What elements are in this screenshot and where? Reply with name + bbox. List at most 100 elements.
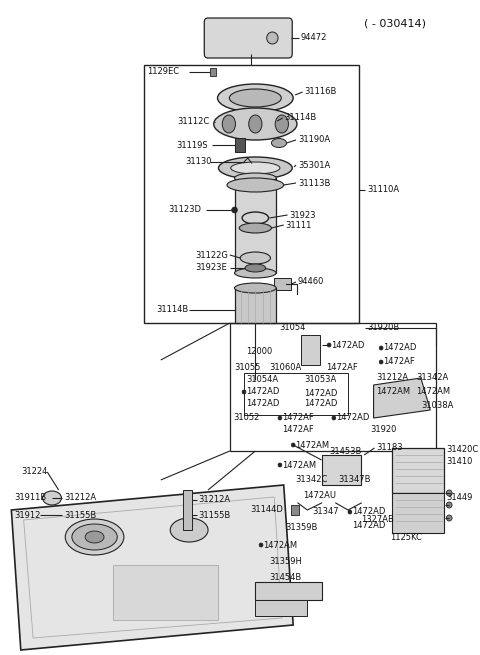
- Bar: [113, 565, 217, 620]
- Text: 12000: 12000: [246, 348, 272, 356]
- Text: 31911B: 31911B: [14, 493, 47, 502]
- Ellipse shape: [379, 346, 383, 350]
- Text: 31923: 31923: [289, 210, 316, 219]
- Ellipse shape: [327, 343, 331, 347]
- Polygon shape: [12, 485, 293, 650]
- Bar: [322, 455, 361, 485]
- Text: 1472AF: 1472AF: [282, 426, 313, 434]
- Text: 31347: 31347: [312, 508, 339, 517]
- Text: 1472AF: 1472AF: [383, 358, 415, 367]
- Ellipse shape: [240, 252, 270, 264]
- Text: 31114B: 31114B: [156, 305, 188, 314]
- Text: 1472AU: 1472AU: [302, 491, 336, 500]
- Text: 31055: 31055: [235, 364, 261, 373]
- Bar: [236, 138, 245, 152]
- Text: 1472AD: 1472AD: [336, 413, 369, 422]
- Text: 1125KC: 1125KC: [390, 534, 421, 542]
- Bar: [144, 65, 360, 323]
- Ellipse shape: [379, 360, 383, 364]
- Text: 31111: 31111: [286, 221, 312, 229]
- Bar: [182, 490, 192, 530]
- Text: 31449: 31449: [446, 493, 473, 502]
- Ellipse shape: [222, 115, 236, 133]
- Text: 1472AD: 1472AD: [352, 521, 385, 529]
- Bar: [301, 335, 320, 365]
- Text: 31410: 31410: [446, 457, 473, 466]
- Ellipse shape: [446, 502, 452, 508]
- Text: 1472AD: 1472AD: [383, 343, 416, 352]
- Text: 1472AM: 1472AM: [282, 460, 316, 470]
- Text: 94472: 94472: [301, 33, 327, 43]
- Ellipse shape: [227, 178, 284, 192]
- Text: ( - 030414): ( - 030414): [363, 18, 426, 28]
- Ellipse shape: [85, 531, 104, 543]
- Text: 1472AM: 1472AM: [416, 388, 450, 396]
- Ellipse shape: [259, 543, 263, 547]
- Text: 31923E: 31923E: [196, 263, 228, 272]
- Bar: [210, 68, 216, 76]
- Ellipse shape: [170, 518, 208, 542]
- Text: 31038A: 31038A: [421, 400, 453, 409]
- Text: 31359H: 31359H: [270, 557, 302, 567]
- Text: 35301A: 35301A: [298, 160, 330, 170]
- Text: 1472AF: 1472AF: [326, 364, 358, 373]
- Ellipse shape: [217, 84, 293, 112]
- FancyBboxPatch shape: [204, 18, 292, 58]
- Text: 31114B: 31114B: [285, 113, 317, 122]
- Bar: [244, 373, 348, 415]
- Bar: [235, 178, 276, 273]
- Ellipse shape: [278, 463, 282, 467]
- Ellipse shape: [446, 515, 452, 521]
- Bar: [393, 493, 444, 533]
- Text: 31912: 31912: [14, 510, 41, 519]
- Ellipse shape: [242, 390, 246, 394]
- Text: 31112C: 31112C: [177, 117, 209, 126]
- Text: 31116B: 31116B: [304, 88, 337, 96]
- Bar: [393, 448, 444, 493]
- Text: 31212A: 31212A: [64, 493, 96, 502]
- Ellipse shape: [245, 264, 266, 272]
- Text: 1472AM: 1472AM: [263, 540, 297, 550]
- Text: 1129EC: 1129EC: [147, 67, 180, 77]
- Ellipse shape: [348, 510, 352, 514]
- Bar: [230, 323, 436, 451]
- Ellipse shape: [231, 162, 280, 174]
- Ellipse shape: [232, 207, 238, 213]
- Ellipse shape: [275, 115, 288, 133]
- Ellipse shape: [65, 519, 124, 555]
- Text: 31342A: 31342A: [416, 373, 448, 383]
- Text: 31052: 31052: [234, 413, 260, 422]
- Text: 31347B: 31347B: [338, 476, 371, 485]
- Text: 31060A: 31060A: [270, 364, 302, 373]
- Text: 31212A: 31212A: [376, 373, 408, 383]
- Text: 31453B: 31453B: [329, 447, 361, 457]
- Text: 31454B: 31454B: [270, 574, 302, 582]
- Text: 1472AD: 1472AD: [331, 341, 364, 350]
- Bar: [235, 288, 276, 323]
- Text: 1472AD: 1472AD: [246, 398, 279, 407]
- Ellipse shape: [332, 416, 336, 420]
- Ellipse shape: [291, 443, 295, 447]
- Text: 1472AM: 1472AM: [295, 441, 329, 449]
- Ellipse shape: [218, 157, 292, 179]
- Text: 1472AD: 1472AD: [352, 508, 385, 517]
- Text: 31144D: 31144D: [251, 506, 284, 514]
- Bar: [255, 582, 322, 600]
- Polygon shape: [373, 378, 430, 418]
- Text: 94460: 94460: [298, 278, 324, 286]
- Ellipse shape: [446, 490, 452, 496]
- Ellipse shape: [235, 283, 276, 293]
- Text: 1327AB: 1327AB: [361, 515, 394, 525]
- Bar: [255, 600, 307, 616]
- Text: 31212A: 31212A: [199, 495, 231, 504]
- Ellipse shape: [235, 173, 276, 183]
- Text: 31123D: 31123D: [168, 206, 201, 214]
- Text: 1472AF: 1472AF: [282, 413, 313, 422]
- Text: 1472AD: 1472AD: [246, 388, 279, 396]
- Bar: [274, 278, 291, 290]
- Ellipse shape: [229, 89, 281, 107]
- Ellipse shape: [239, 223, 271, 233]
- Text: 31054A: 31054A: [246, 375, 278, 384]
- Text: 31920: 31920: [371, 426, 397, 434]
- Text: 31130: 31130: [185, 157, 212, 166]
